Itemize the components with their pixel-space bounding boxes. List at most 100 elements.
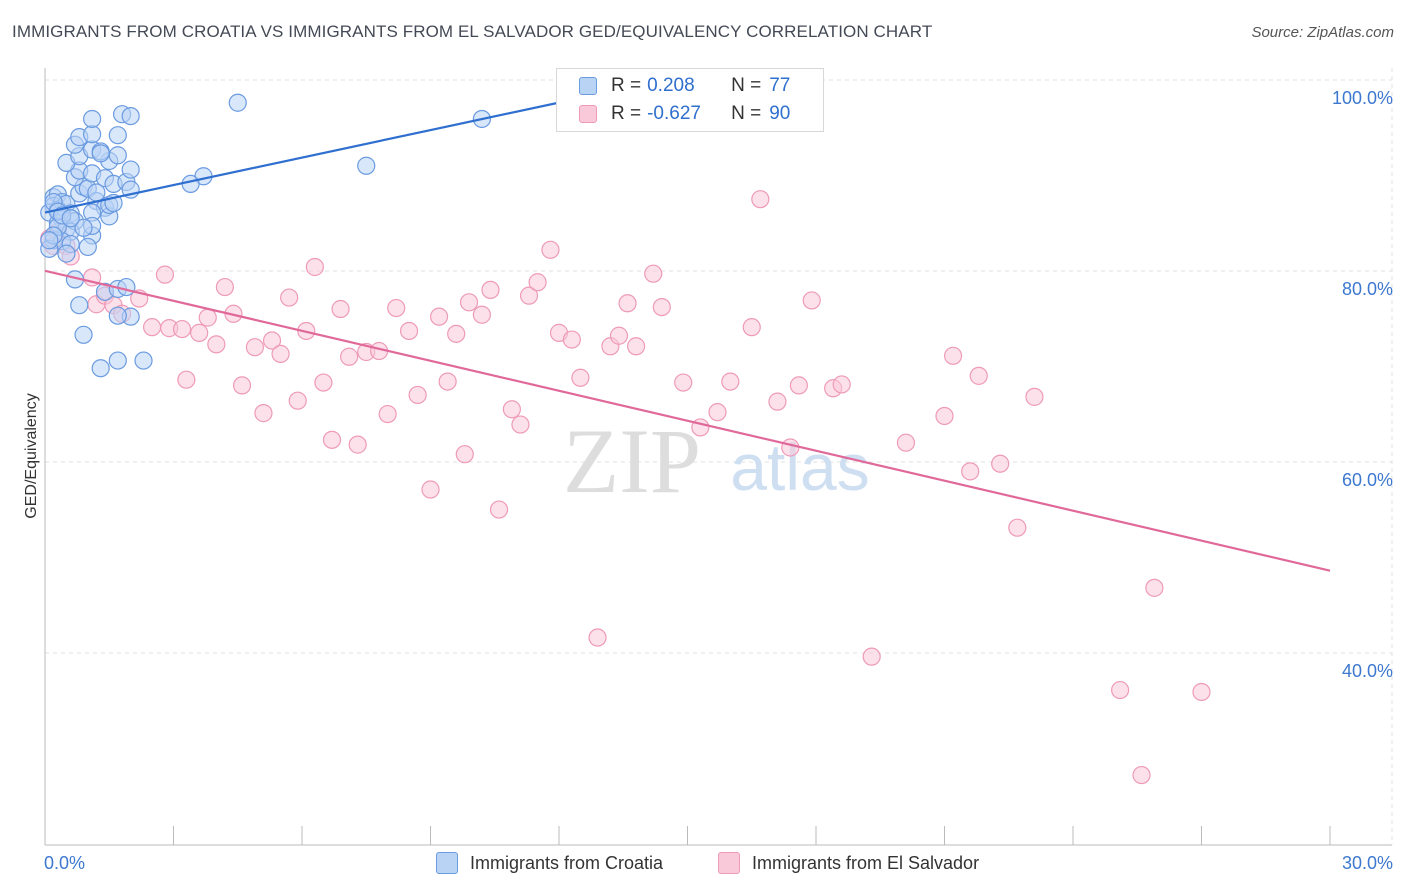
data-point (674, 373, 693, 392)
data-point (541, 240, 560, 259)
data-point (108, 306, 127, 325)
data-point (245, 338, 264, 357)
data-point (502, 400, 521, 419)
data-point (357, 156, 376, 175)
data-point (387, 298, 406, 318)
data-point (83, 109, 102, 129)
data-point (177, 370, 196, 389)
legend-swatch-blue (579, 77, 597, 95)
data-point (91, 144, 110, 163)
x-tick-label: 30.0% (1342, 853, 1393, 873)
data-point (280, 288, 299, 307)
y-tick-label: 40.0% (1342, 661, 1393, 681)
croatia-points (40, 93, 491, 378)
data-point (228, 93, 247, 112)
data-point (644, 264, 663, 283)
y-tick-label: 100.0% (1332, 88, 1393, 108)
source-label: Source: ZipAtlas.com (1251, 24, 1394, 41)
watermark-zip: ZIP (563, 410, 701, 512)
data-point (609, 326, 629, 345)
x-tick-label: 0.0% (44, 853, 85, 873)
legend-label-croatia: Immigrants from Croatia (470, 852, 664, 873)
data-point (288, 391, 307, 410)
legend-r-value: 0.208 (647, 75, 695, 96)
data-point (489, 500, 509, 519)
data-point (562, 330, 581, 349)
data-point (1132, 765, 1151, 785)
data-point (429, 307, 449, 326)
data-point (528, 273, 547, 292)
data-point (70, 296, 89, 315)
data-point (57, 244, 76, 263)
legend-item-el-salvador: Immigrants from El Salvador (718, 852, 979, 874)
data-point (262, 331, 282, 350)
data-point (207, 335, 226, 354)
data-point (74, 325, 93, 344)
data-point (969, 366, 988, 385)
data-point (271, 344, 290, 363)
trend-lines (44, 98, 1331, 572)
axis-labels: 100.0% 80.0% 60.0% 40.0% 0.0% 30.0% (44, 88, 1393, 873)
data-point (108, 126, 127, 145)
legend-n-value: 90 (769, 103, 791, 124)
data-point (134, 351, 153, 370)
data-point (571, 368, 590, 387)
data-point (108, 146, 127, 165)
data-point (121, 106, 140, 126)
data-point (472, 305, 491, 324)
legend-row-croatia: R = 0.208 N = 77 (579, 73, 790, 99)
data-point (142, 318, 162, 337)
y-axis-label: GED/Equivalency (23, 393, 40, 518)
data-point (190, 323, 209, 342)
data-point (172, 319, 192, 339)
data-point (1025, 387, 1044, 406)
data-point (896, 433, 916, 452)
data-point (455, 445, 474, 464)
data-point (78, 237, 97, 257)
data-point (519, 286, 539, 305)
legend-item-croatia: Immigrants from Croatia (436, 852, 663, 874)
data-point (83, 125, 102, 144)
axes (44, 68, 1392, 846)
legend-n-value: 77 (769, 75, 791, 96)
data-point (438, 372, 457, 391)
data-point (626, 337, 646, 356)
data-point (588, 628, 607, 647)
data-point (421, 480, 440, 499)
legend-swatch-pink (579, 105, 597, 123)
data-point (935, 406, 954, 426)
legend-n-label: N = (731, 103, 762, 124)
data-point (802, 291, 821, 310)
data-point (215, 277, 234, 297)
legend-r-label: R = (611, 75, 642, 96)
data-point (511, 415, 530, 434)
data-point (961, 462, 980, 481)
stats-legend: R = 0.208 N = 77 R = -0.627 N = 90 (556, 68, 824, 132)
data-point (832, 375, 851, 394)
legend-label-el-salvador: Immigrants from El Salvador (752, 852, 980, 873)
data-point (331, 299, 350, 319)
data-point (991, 454, 1010, 473)
data-point (181, 174, 200, 194)
data-point (117, 277, 136, 297)
data-point (652, 298, 671, 317)
data-point (1192, 682, 1211, 702)
data-point (91, 359, 110, 378)
data-point (74, 218, 93, 237)
legend-r-label: R = (611, 103, 642, 124)
trend-line-el-salvador (44, 269, 1331, 572)
data-point (751, 190, 770, 209)
watermark: ZIP atlas (563, 410, 870, 512)
data-point (322, 430, 342, 449)
data-point (742, 318, 761, 337)
data-point (348, 435, 367, 454)
data-point (121, 160, 140, 179)
y-tick-label: 80.0% (1342, 279, 1393, 299)
data-point (618, 294, 637, 313)
data-point (61, 209, 80, 228)
y-tick-label: 60.0% (1342, 470, 1393, 490)
data-point (232, 376, 252, 395)
legend-r-value: -0.627 (647, 103, 701, 124)
data-point (708, 403, 727, 422)
